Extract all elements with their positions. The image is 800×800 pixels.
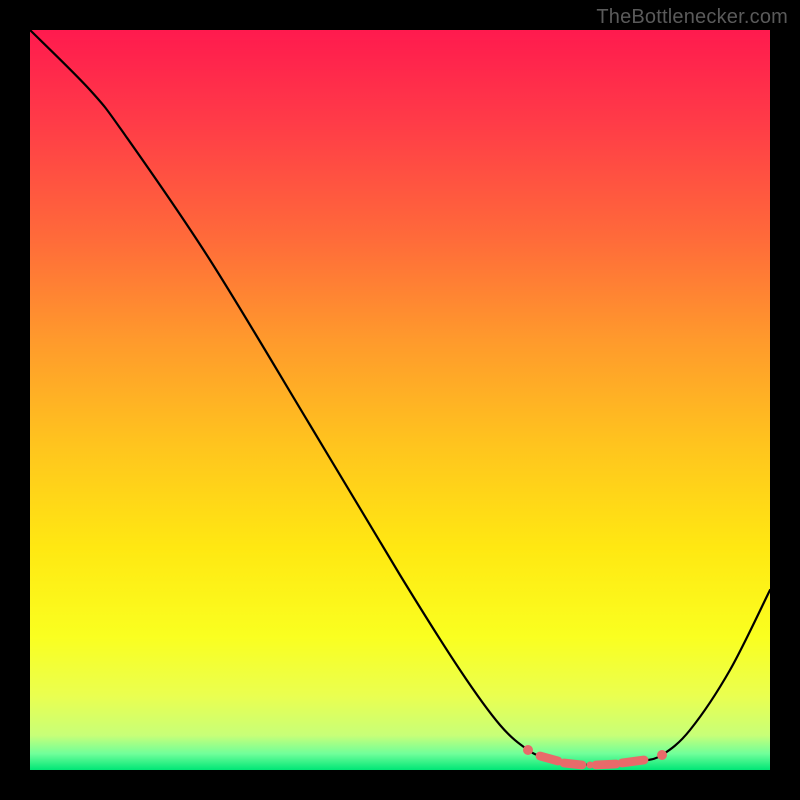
marker-capsule xyxy=(596,764,616,765)
marker-group xyxy=(523,745,667,769)
marker-capsule xyxy=(622,760,644,763)
marker-dot xyxy=(657,750,667,760)
bottleneck-curve xyxy=(30,30,770,765)
marker-capsule xyxy=(540,756,558,761)
plot-area xyxy=(30,30,770,770)
watermark-text: TheBottlenecker.com xyxy=(596,6,788,29)
marker-dot xyxy=(523,745,533,755)
marker-capsule xyxy=(564,763,582,765)
curve-layer xyxy=(30,30,770,770)
